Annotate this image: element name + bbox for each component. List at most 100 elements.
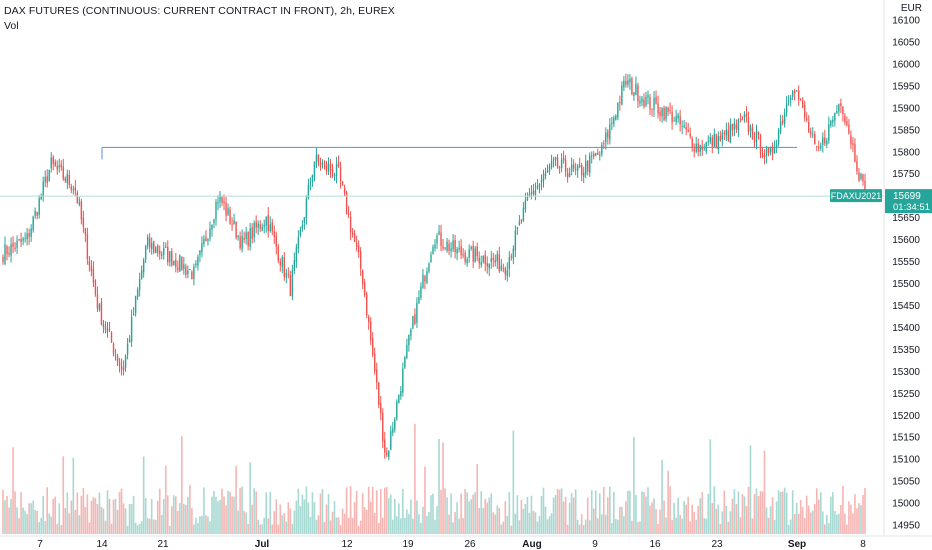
candle-body <box>587 161 589 172</box>
candle-body <box>832 119 834 123</box>
price-tick-label: 16100 <box>892 16 920 27</box>
volume-bar <box>546 519 549 534</box>
candle-body <box>163 248 165 255</box>
volume-bar <box>751 518 754 534</box>
candle-body <box>619 102 621 103</box>
price-tick-label: 14950 <box>892 521 920 532</box>
volume-legend[interactable]: Vol <box>4 20 19 32</box>
candle-body <box>749 125 752 131</box>
price-tick-label: 15650 <box>892 213 920 224</box>
candle-body <box>390 431 392 450</box>
volume-bar <box>836 514 838 534</box>
volume-bar <box>828 523 830 534</box>
volume-bar <box>14 491 16 534</box>
candle-body <box>140 270 143 279</box>
volume-bar <box>846 524 848 534</box>
volume-bar <box>627 490 629 534</box>
candle-body <box>329 163 332 171</box>
candle-body <box>635 83 637 95</box>
candle-body <box>398 395 400 404</box>
candle-body <box>554 157 557 160</box>
candle-body <box>512 248 515 259</box>
candle-body <box>771 146 774 154</box>
candle-body <box>241 236 243 250</box>
volume-bar <box>815 488 818 534</box>
volume-bar <box>661 459 663 534</box>
volume-bar <box>697 505 700 534</box>
price-axis[interactable]: EUR 16100 16050 16000 15950 15900 15850 15800 15… <box>883 0 922 536</box>
candle-body <box>593 154 595 157</box>
volume-bar <box>72 457 75 534</box>
candle-body <box>552 159 555 161</box>
candle-body <box>187 270 189 275</box>
price-tick-label: 15050 <box>892 477 920 488</box>
candle-body <box>671 111 673 123</box>
volume-bar <box>402 488 404 534</box>
candle-body <box>595 153 597 156</box>
candle-body <box>777 130 780 144</box>
volume-bar <box>253 488 255 534</box>
candle-body <box>355 243 358 247</box>
volume-bar <box>325 504 328 534</box>
volume-bar <box>78 515 81 534</box>
candle-body <box>653 98 655 110</box>
candle-body <box>607 131 609 138</box>
candle-body <box>560 159 563 169</box>
volume-bar <box>617 519 619 534</box>
volume-bar <box>564 496 567 534</box>
volume-bar <box>771 497 774 534</box>
candle-body <box>345 192 348 215</box>
volume-bar <box>452 522 454 534</box>
candle-body <box>657 103 659 114</box>
volume-bar <box>56 524 59 534</box>
volume-bar <box>641 491 643 534</box>
volume-bar <box>138 523 141 534</box>
volume-bar <box>600 514 603 534</box>
candle-body <box>130 317 133 342</box>
volume-bar <box>621 506 623 534</box>
candle-body <box>685 127 687 130</box>
candle-body <box>412 316 414 329</box>
candle-body <box>225 202 227 216</box>
candle-body <box>92 269 95 283</box>
candle-body <box>317 154 320 162</box>
candle-body <box>860 173 862 180</box>
volume-bar <box>727 521 730 534</box>
volume-bar <box>231 496 233 534</box>
volume-bar <box>136 525 139 534</box>
candle-body <box>747 116 750 132</box>
candle-body <box>458 248 460 250</box>
candle-body <box>102 324 105 327</box>
candle-body <box>263 225 265 227</box>
candle-body <box>372 338 374 355</box>
volume-bar <box>337 517 340 534</box>
candle-body <box>60 164 62 168</box>
volume-bar <box>440 489 442 534</box>
volume-bar <box>490 493 493 534</box>
candle-body <box>568 173 571 177</box>
candle-body <box>472 245 474 262</box>
volume-bar <box>524 503 527 534</box>
volume-bar <box>283 513 286 534</box>
volume-bar <box>207 516 209 534</box>
symbol-title[interactable]: DAX FUTURES (CONTINUOUS: CURRENT CONTRAC… <box>4 5 395 17</box>
volume-bar <box>695 519 698 534</box>
volume-bar <box>755 488 758 534</box>
volume-bar <box>611 522 613 534</box>
candle-body <box>277 246 279 261</box>
volume-bar <box>317 515 320 534</box>
candle-body <box>293 260 296 271</box>
volume-bar <box>6 495 8 534</box>
volume-bar <box>259 524 261 534</box>
volume-bar <box>689 521 691 534</box>
candle-body <box>339 167 342 182</box>
volume-bar <box>580 514 583 534</box>
candle-body <box>655 96 657 104</box>
time-axis[interactable]: 7 14 21 Jul 12 19 26 Aug 9 16 23 Sep 8 <box>0 535 932 550</box>
candle-body <box>729 124 732 143</box>
candle-body <box>779 121 782 133</box>
volume-bar <box>287 502 290 534</box>
volume-bar <box>478 508 481 534</box>
